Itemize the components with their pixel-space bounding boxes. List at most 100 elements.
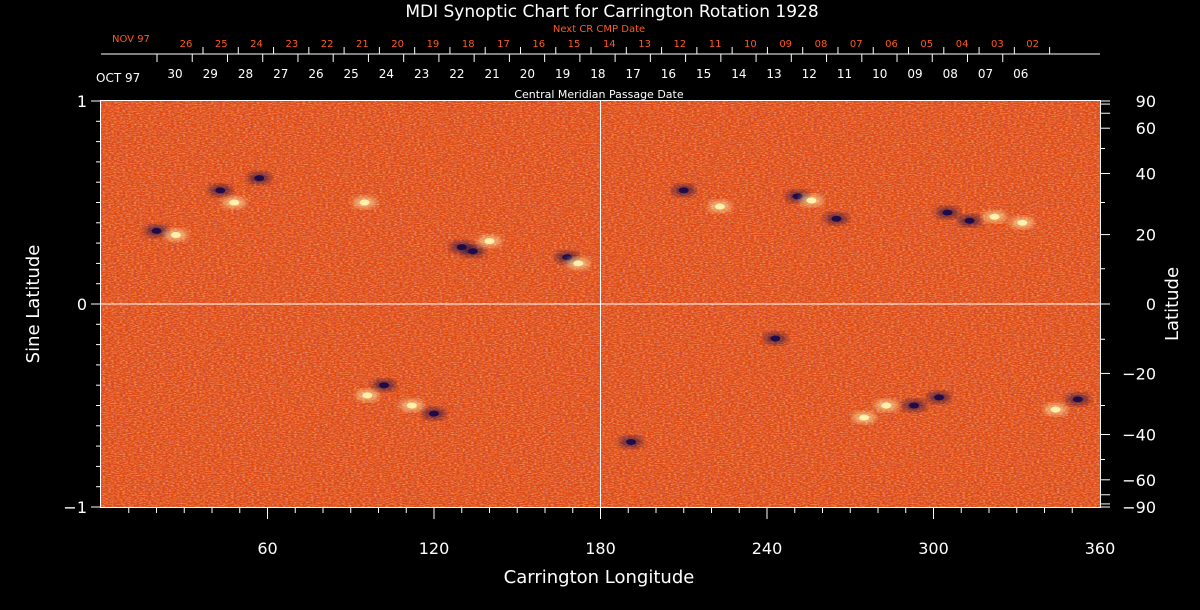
active-region-positive	[163, 228, 188, 241]
cmp-date-label: 23	[414, 67, 429, 81]
x-tick-label: 180	[585, 539, 616, 558]
next-cr-date-label: 18	[462, 39, 475, 50]
active-region-positive	[874, 399, 899, 412]
bottom-axis: 60 120 180 240 300 360	[128, 507, 1116, 558]
lat-tick-label: 20	[1136, 226, 1156, 245]
plot-area	[101, 101, 1100, 507]
cmp-date-label: 17	[625, 67, 640, 81]
active-region-positive	[1010, 216, 1035, 229]
lat-tick-label: −60	[1122, 471, 1156, 490]
y-axis-label-right: Latitude	[1162, 267, 1183, 341]
active-region-negative	[957, 214, 982, 227]
active-region-positive	[399, 399, 424, 412]
active-region-positive	[477, 235, 502, 248]
active-region-negative	[144, 224, 169, 237]
next-cr-date-label: 14	[603, 39, 616, 50]
active-region-positive	[355, 389, 380, 402]
left-axis: 1 0 −1	[63, 92, 101, 517]
next-cr-date-label: 07	[850, 39, 863, 50]
chart-title: MDI Synoptic Chart for Carrington Rotati…	[405, 2, 818, 22]
cmp-date-label: 14	[731, 67, 746, 81]
cmp-date-label: 24	[379, 67, 394, 81]
cmp-date-label: 06	[1013, 67, 1028, 81]
next-cr-date-label: 13	[638, 39, 651, 50]
cmp-date-label: 13	[766, 67, 781, 81]
cmp-date-label: 29	[203, 67, 218, 81]
active-region-negative	[902, 399, 927, 412]
lat-tick-label: −40	[1122, 425, 1156, 444]
cmp-date-label: 19	[555, 67, 570, 81]
cmp-date-label: 08	[943, 67, 958, 81]
lat-tick-label: 90	[1136, 92, 1156, 111]
next-cr-date-label: 03	[991, 39, 1004, 50]
cmp-date-label: 21	[485, 67, 500, 81]
next-cr-date-label: 26	[180, 39, 193, 50]
active-region-negative	[247, 172, 272, 185]
active-region-negative	[935, 206, 960, 219]
active-region-negative	[460, 245, 485, 258]
cmp-date-label: 30	[167, 67, 182, 81]
cmp-date-label: 09	[907, 67, 922, 81]
cmp-date-label: 15	[696, 67, 711, 81]
active-region-negative	[208, 184, 233, 197]
active-region-positive	[352, 196, 377, 209]
next-cr-date-label: 02	[1026, 39, 1039, 50]
x-tick-label: 300	[918, 539, 949, 558]
next-cr-date-label: 20	[391, 39, 404, 50]
next-cr-date-label: 08	[815, 39, 828, 50]
next-cr-date-label: 19	[427, 39, 440, 50]
next-cr-date-label: 06	[885, 39, 898, 50]
next-cr-axis: Next CR CMP Date NOV 97 26 25 24 23 22 21 20 19…	[101, 24, 1100, 55]
next-cr-date-label: 12	[673, 39, 686, 50]
cmp-date-label: 25	[344, 67, 359, 81]
x-tick-label: 360	[1085, 539, 1116, 558]
active-region-positive	[222, 196, 247, 209]
x-tick-label: 60	[257, 539, 277, 558]
next-cr-date-label: 11	[709, 39, 722, 50]
next-cr-date-label: 17	[497, 39, 510, 50]
next-cr-date-label: 16	[532, 39, 545, 50]
next-cr-date-label: 23	[285, 39, 298, 50]
next-cr-date-label: 21	[356, 39, 369, 50]
cmp-month: OCT 97	[96, 71, 140, 85]
active-region-positive	[799, 194, 824, 207]
next-cr-date-label: 15	[568, 39, 581, 50]
next-cr-date-label: 22	[321, 39, 334, 50]
lat-tick-label: 40	[1136, 165, 1156, 184]
next-cr-month: NOV 97	[112, 34, 150, 45]
cmp-axis-title: Central Meridian Passage Date	[514, 88, 683, 101]
active-region-negative	[619, 436, 644, 449]
active-region-negative	[763, 332, 788, 345]
cmp-date-label: 22	[449, 67, 464, 81]
active-region-positive	[982, 210, 1007, 223]
cmp-date-label: 20	[520, 67, 535, 81]
cmp-date-label: 28	[238, 67, 253, 81]
cmp-date-label: 10	[872, 67, 887, 81]
next-cr-date-label: 09	[779, 39, 792, 50]
cmp-date-label: 18	[590, 67, 605, 81]
active-region-negative	[671, 184, 696, 197]
next-cr-title: Next CR CMP Date	[553, 24, 645, 35]
cmp-date-label: 12	[802, 67, 817, 81]
active-region-positive	[1043, 403, 1068, 416]
lat-tick-label: −20	[1122, 364, 1156, 383]
active-region-positive	[852, 411, 877, 424]
cmp-date-label: 27	[273, 67, 288, 81]
lat-tick-label: 0	[1146, 295, 1156, 314]
active-region-negative	[372, 379, 397, 392]
cmp-date-label: 16	[661, 67, 676, 81]
active-region-negative	[422, 407, 446, 420]
cmp-date-label: 07	[978, 67, 993, 81]
y-tick-label: 0	[77, 295, 87, 314]
active-region-negative	[927, 391, 952, 404]
active-region-negative	[824, 212, 849, 225]
lat-tick-label: 60	[1136, 119, 1156, 138]
cmp-date-label: 26	[308, 67, 323, 81]
x-tick-label: 240	[752, 539, 783, 558]
next-cr-date-label: 05	[920, 39, 933, 50]
active-region-positive	[566, 257, 591, 270]
y-tick-label: −1	[63, 498, 87, 517]
active-region-positive	[707, 200, 732, 213]
y-tick-label: 1	[77, 92, 87, 111]
